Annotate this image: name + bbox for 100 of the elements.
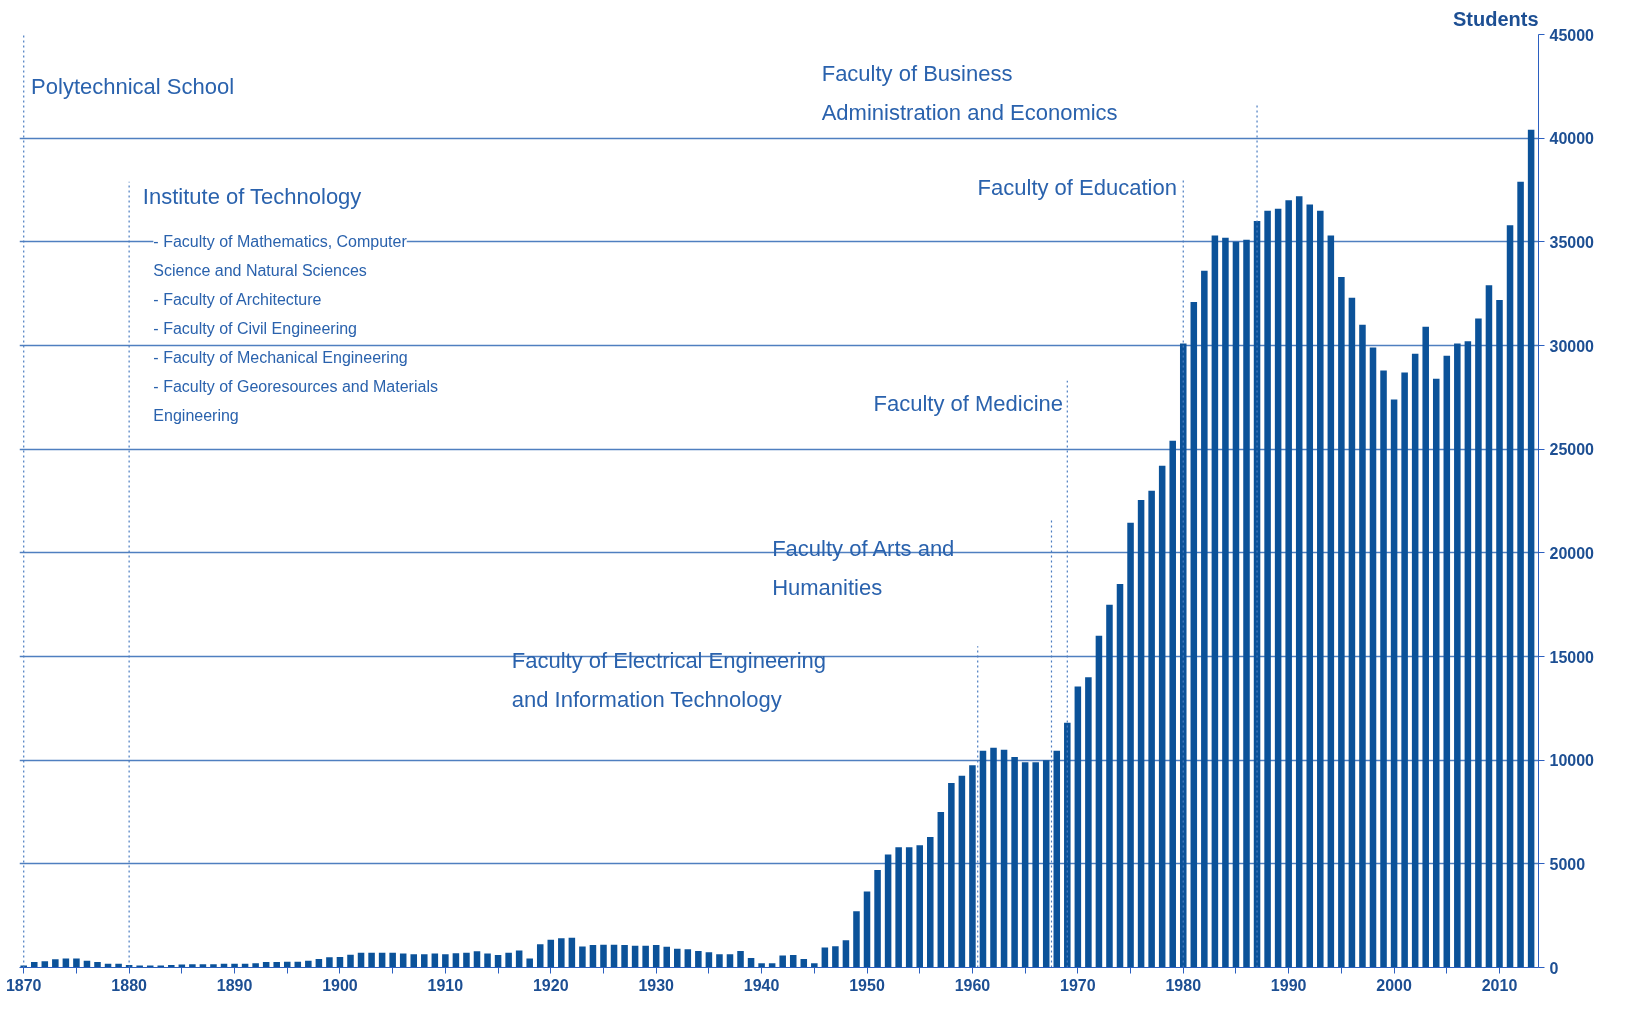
- bar: [1211, 235, 1219, 968]
- bar: [1148, 490, 1155, 968]
- bar: [663, 946, 670, 968]
- y-tick-label: 45000: [1549, 26, 1595, 44]
- bar: [1295, 196, 1303, 968]
- bar: [1475, 318, 1482, 968]
- bar: [1190, 301, 1198, 968]
- bar: [463, 952, 470, 968]
- bar: [1222, 237, 1229, 968]
- bar: [210, 964, 217, 968]
- x-tick-label: 1890: [216, 976, 253, 994]
- bar: [157, 965, 165, 968]
- y-tick-label: 25000: [1549, 441, 1595, 459]
- x-tick-label: 1870: [5, 976, 42, 994]
- y-tick-label: 20000: [1549, 544, 1595, 562]
- bar: [716, 954, 723, 968]
- bar: [758, 963, 765, 968]
- ref-line-label: Faculty of Medicine: [873, 391, 1064, 417]
- bar: [368, 952, 375, 968]
- bar: [20, 965, 27, 968]
- bar: [136, 965, 143, 968]
- annotation: - Faculty of Mathematics, Computer Science and Natural Sciences: [153, 233, 408, 280]
- y-tick-label: 10000: [1549, 752, 1595, 770]
- bar: [1179, 343, 1187, 968]
- bar: [600, 944, 607, 968]
- x-tick-label: 1920: [532, 976, 569, 994]
- bar: [1243, 239, 1250, 968]
- bar: [779, 955, 786, 968]
- bar: [1443, 355, 1451, 968]
- annotation: - Faculty of Mechanical Engineering: [153, 349, 408, 367]
- bar: [1422, 326, 1429, 968]
- bar: [621, 945, 628, 968]
- bar: [948, 782, 955, 968]
- annotation: - Faculty of Architecture: [153, 291, 322, 309]
- bar: [1369, 347, 1377, 968]
- bar: [94, 961, 101, 968]
- bar: [579, 946, 586, 968]
- bar: [811, 963, 818, 968]
- bar: [189, 964, 196, 968]
- x-tick-label: 1960: [954, 976, 991, 994]
- bar: [305, 960, 312, 968]
- x-tick-label: 1970: [1060, 976, 1096, 994]
- bar: [1411, 353, 1419, 968]
- bar: [1401, 372, 1408, 968]
- annotation: - Faculty of Georesources and Materials Engineering: [153, 378, 438, 425]
- bar: [558, 938, 565, 968]
- bar: [1042, 760, 1050, 968]
- bar: [684, 949, 692, 968]
- bar: [726, 954, 734, 968]
- bar: [1053, 750, 1061, 968]
- ref-line-label: Institute of Technology: [142, 183, 362, 209]
- bar: [1327, 235, 1335, 968]
- bar: [1359, 324, 1366, 968]
- bar: [853, 911, 860, 968]
- bar: [1274, 208, 1282, 968]
- y-tick-label: 15000: [1549, 648, 1595, 666]
- bar: [916, 845, 923, 968]
- bar: [526, 958, 533, 968]
- bar: [1506, 225, 1514, 968]
- annotation: - Faculty of Civil Engineering: [153, 320, 358, 338]
- x-tick-label: 1940: [743, 976, 780, 994]
- x-tick-label: 1980: [1165, 976, 1202, 994]
- bar: [1106, 604, 1113, 968]
- bar: [1496, 299, 1503, 968]
- bar: [1264, 210, 1271, 968]
- x-tick-label: 1930: [638, 976, 675, 994]
- bar: [969, 765, 976, 968]
- bar: [1306, 204, 1314, 968]
- bar: [874, 870, 881, 968]
- bar: [589, 945, 597, 968]
- bar: [252, 963, 259, 968]
- bar: [884, 854, 892, 968]
- bar: [705, 952, 713, 968]
- bar: [1454, 343, 1461, 968]
- ref-line-label: Polytechnical School: [31, 73, 235, 99]
- y-tick-label: 30000: [1549, 337, 1595, 355]
- x-tick-label: 1900: [322, 976, 358, 994]
- bar: [1169, 440, 1176, 968]
- bar: [505, 952, 512, 968]
- bar: [1000, 749, 1008, 968]
- bar: [895, 847, 902, 968]
- bar: [1201, 270, 1208, 968]
- bar: [473, 951, 481, 968]
- x-tick-label: 1990: [1270, 976, 1307, 994]
- bar: [1232, 241, 1240, 968]
- bar: [1485, 285, 1493, 968]
- bar: [1085, 677, 1092, 968]
- bar: [1464, 341, 1472, 968]
- bar: [347, 954, 354, 968]
- ref-line-label: Faculty of Business Administration and Economics: [821, 61, 1118, 125]
- bar: [1137, 499, 1145, 968]
- bar: [1338, 277, 1345, 968]
- bar: [1032, 762, 1039, 968]
- bar: [442, 954, 449, 968]
- bar: [1527, 129, 1535, 968]
- bar: [30, 961, 38, 968]
- x-tick-label: 1880: [111, 976, 148, 994]
- y-tick-label: 40000: [1549, 130, 1595, 148]
- bar: [863, 891, 871, 968]
- bar: [326, 957, 333, 968]
